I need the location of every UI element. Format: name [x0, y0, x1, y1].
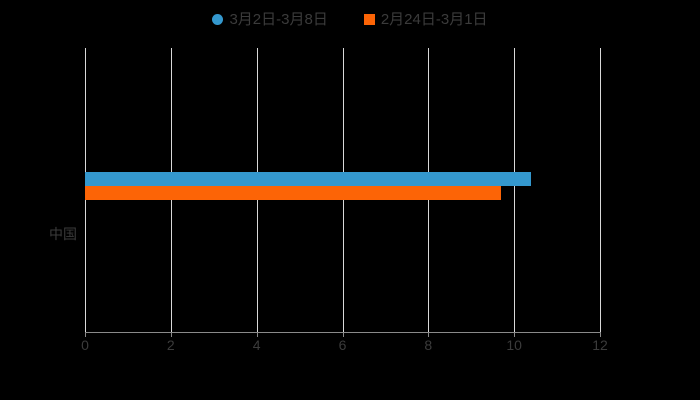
x-tick-mark-8	[428, 332, 430, 337]
gridline-10	[514, 48, 516, 332]
bar-series-1-china[interactable]	[85, 186, 502, 200]
chart-legend: 3月2日-3月8日 2月24日-3月1日	[0, 8, 700, 30]
x-axis-tick-label-12: 12	[592, 337, 608, 353]
x-tick-mark-2	[170, 332, 172, 337]
x-axis-tick-label-0: 0	[81, 337, 89, 353]
legend-label-series-1: 2月24日-3月1日	[380, 10, 488, 28]
gridline-12	[600, 48, 601, 332]
legend-item-series-0[interactable]: 3月2日-3月8日	[212, 10, 328, 28]
legend-marker-circle-icon	[212, 13, 224, 25]
legend-marker-square-icon	[363, 13, 375, 25]
x-tick-mark-6	[342, 332, 344, 337]
x-axis-tick-label-2: 2	[166, 337, 175, 353]
x-axis-tick-label-10: 10	[506, 337, 522, 353]
y-axis: 中国	[0, 48, 85, 332]
legend-item-series-1[interactable]: 2月24日-3月1日	[363, 10, 488, 28]
plot-area	[85, 48, 601, 332]
x-axis-tick-label-8: 8	[424, 337, 433, 353]
x-tick-mark-0	[85, 332, 86, 337]
x-tick-mark-12	[600, 332, 601, 337]
y-axis-tick-label-china: 中国	[49, 226, 77, 242]
x-tick-mark-4	[256, 332, 258, 337]
legend-label-series-0: 3月2日-3月8日	[229, 10, 328, 28]
x-axis-tick-label-4: 4	[252, 337, 261, 353]
bar-series-0-china[interactable]	[85, 172, 532, 186]
x-axis-tick-label-6: 6	[338, 337, 347, 353]
x-tick-mark-10	[514, 332, 516, 337]
